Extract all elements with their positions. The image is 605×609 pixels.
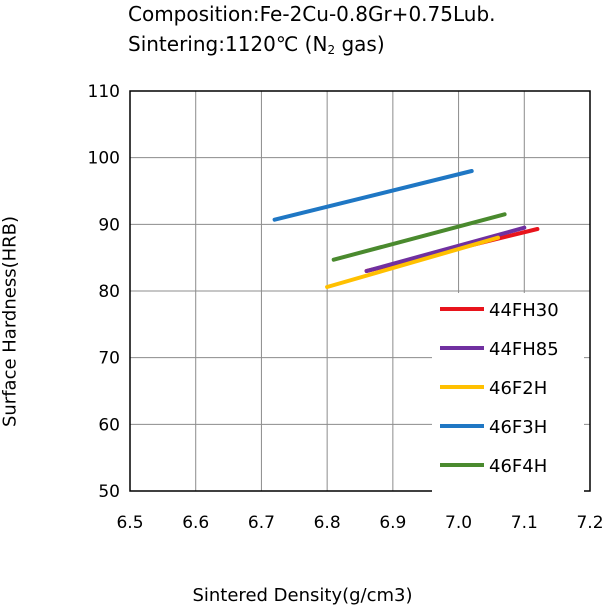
sintering-gas-text: gas) (335, 32, 385, 56)
chart-caption-sintering: Sintering:1120℃ (N2 gas) (128, 32, 385, 62)
x-tick-label: 6.7 (248, 513, 275, 533)
y-tick-label: 90 (98, 215, 120, 235)
y-tick-label: 100 (88, 149, 120, 169)
y-tick-label: 80 (98, 282, 120, 302)
x-tick-label: 6.5 (116, 513, 143, 533)
x-tick-label: 7.1 (511, 513, 538, 533)
x-tick-label: 7.0 (445, 513, 472, 533)
series-line-44fh85 (364, 225, 527, 273)
legend-box (432, 293, 584, 494)
series-line-46f3h (272, 169, 474, 222)
legend-label: 46F3H (489, 417, 547, 438)
sintering-subscript: 2 (327, 43, 336, 57)
y-tick-label: 70 (98, 349, 120, 369)
plot-border (129, 90, 591, 492)
legend-label: 46F4H (489, 456, 547, 477)
x-tick-label: 6.8 (314, 513, 341, 533)
x-tick-label: 7.2 (576, 513, 603, 533)
y-tick-label: 110 (88, 82, 120, 102)
legend-label: 44FH85 (489, 339, 559, 360)
x-axis-label: Sintered Density(g/cm3) (192, 585, 413, 606)
series-line-46f4h (331, 212, 507, 262)
x-tick-label: 6.6 (182, 513, 209, 533)
x-tick-label: 6.9 (379, 513, 406, 533)
sintering-text: Sintering:1120℃ (N (128, 32, 328, 56)
y-tick-label: 50 (98, 482, 120, 502)
legend-label: 44FH30 (489, 300, 559, 321)
series-line-46f2h (325, 235, 500, 289)
y-tick-label: 60 (98, 415, 120, 435)
chart-caption-composition: Composition:Fe-2Cu-0.8Gr+0.75Lub. (128, 2, 496, 26)
legend-label: 46F2H (489, 378, 547, 399)
y-axis-label: Surface Hardness(HRB) (0, 215, 21, 428)
